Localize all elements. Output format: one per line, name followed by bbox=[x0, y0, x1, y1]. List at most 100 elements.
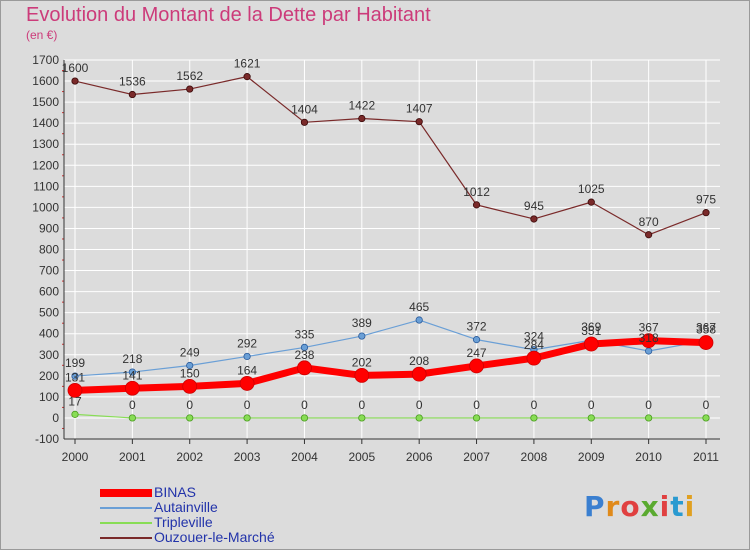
data-label-binas: 247 bbox=[467, 346, 487, 360]
legend-swatch-binas bbox=[100, 489, 152, 497]
logo-letter: P bbox=[584, 490, 606, 523]
data-point-ouzouer bbox=[128, 90, 136, 99]
data-point-ouzouer bbox=[186, 85, 194, 93]
y-tick-label: 0 bbox=[52, 411, 59, 425]
data-label-tripleville: 0 bbox=[416, 398, 423, 412]
data-label-binas: 367 bbox=[639, 321, 659, 335]
y-tick-label: 600 bbox=[39, 285, 59, 299]
x-tick-label: 2007 bbox=[463, 450, 490, 464]
data-point-tripleville bbox=[186, 414, 194, 422]
series-line-ouzouer bbox=[74, 76, 707, 236]
data-label-tripleville: 0 bbox=[703, 398, 710, 412]
y-tick-label: 400 bbox=[39, 327, 59, 341]
legend-swatch-tripleville bbox=[100, 522, 152, 524]
data-point-binas bbox=[124, 380, 140, 396]
data-label-tripleville: 0 bbox=[301, 398, 308, 412]
x-tick-label: 2002 bbox=[176, 450, 203, 464]
data-label-autainville: 372 bbox=[467, 320, 487, 334]
logo-letter: i bbox=[684, 490, 696, 523]
x-tick-label: 2010 bbox=[635, 450, 662, 464]
x-tick-label: 2004 bbox=[291, 450, 318, 464]
x-tick-label: 2011 bbox=[693, 450, 719, 464]
data-point-tripleville bbox=[530, 414, 538, 422]
data-label-binas: 131 bbox=[65, 370, 85, 384]
axes: -100010020030040050060070080090010001100… bbox=[32, 53, 720, 464]
y-tick-label: 700 bbox=[39, 264, 59, 278]
data-point-tripleville bbox=[71, 410, 79, 418]
data-point-ouzouer bbox=[702, 209, 710, 217]
data-label-ouzouer: 1012 bbox=[463, 185, 490, 199]
y-tick-label: 100 bbox=[39, 390, 59, 404]
y-tick-label: 1400 bbox=[32, 116, 59, 130]
y-tick-label: 1700 bbox=[32, 53, 59, 67]
legend-label-ouzouer: Ouzouer-le-Marché bbox=[154, 529, 275, 545]
data-label-tripleville: 0 bbox=[129, 398, 136, 412]
data-point-binas bbox=[67, 382, 83, 398]
data-point-autainville bbox=[472, 336, 481, 344]
data-label-autainville: 292 bbox=[237, 336, 257, 350]
data-point-tripleville bbox=[243, 414, 251, 422]
data-label-autainville: 335 bbox=[294, 327, 314, 341]
data-label-tripleville: 0 bbox=[186, 398, 193, 412]
data-label-tripleville: 0 bbox=[531, 398, 538, 412]
data-label-tripleville: 0 bbox=[358, 398, 365, 412]
data-label-binas: 351 bbox=[581, 324, 601, 338]
data-point-ouzouer bbox=[243, 73, 251, 81]
y-tick-label: 200 bbox=[39, 369, 59, 383]
data-point-tripleville bbox=[128, 414, 136, 422]
data-point-ouzouer bbox=[415, 118, 423, 126]
data-point-binas bbox=[583, 336, 599, 352]
x-tick-label: 2008 bbox=[521, 450, 548, 464]
data-label-autainville: 324 bbox=[524, 330, 544, 344]
data-point-binas bbox=[297, 360, 312, 376]
data-point-tripleville bbox=[300, 414, 309, 422]
data-label-binas: 208 bbox=[409, 354, 429, 368]
series-line-binas bbox=[74, 337, 707, 394]
y-tick-label: 300 bbox=[39, 348, 59, 362]
data-label-tripleville: 0 bbox=[244, 398, 251, 412]
data-label-autainville: 367 bbox=[696, 321, 716, 335]
data-point-binas bbox=[354, 368, 370, 383]
x-tick-label: 2006 bbox=[406, 450, 433, 464]
logo-letter: x bbox=[640, 490, 660, 523]
data-label-ouzouer: 1621 bbox=[234, 57, 261, 71]
data-point-ouzouer bbox=[530, 215, 538, 223]
x-tick-label: 2009 bbox=[578, 450, 605, 464]
legend-swatch-ouzouer bbox=[100, 537, 152, 539]
data-label-ouzouer: 1562 bbox=[176, 69, 203, 83]
data-label-binas: 238 bbox=[294, 348, 314, 362]
logo-letter: i bbox=[659, 490, 671, 523]
data-label-binas: 284 bbox=[524, 338, 544, 352]
x-tick-label: 2001 bbox=[119, 450, 146, 464]
legend-label-binas: BINAS bbox=[154, 484, 197, 500]
y-tick-label: 1200 bbox=[32, 158, 59, 172]
data-label-tripleville: 0 bbox=[473, 398, 480, 412]
data-point-autainville bbox=[645, 347, 653, 355]
y-tick-label: 1600 bbox=[32, 74, 59, 88]
data-point-tripleville bbox=[358, 414, 366, 422]
y-tick-label: 900 bbox=[39, 221, 59, 235]
data-label-ouzouer: 1600 bbox=[62, 61, 89, 75]
data-point-autainville bbox=[300, 343, 309, 352]
data-label-tripleville: 0 bbox=[645, 398, 652, 412]
data-label-binas: 358 bbox=[696, 323, 716, 337]
y-tick-label: 500 bbox=[39, 306, 59, 320]
data-label-ouzouer: 945 bbox=[524, 199, 544, 213]
data-point-tripleville bbox=[587, 414, 595, 422]
data-point-binas bbox=[469, 358, 484, 374]
y-tick-label: 1500 bbox=[32, 95, 59, 109]
legend-swatch-autainville bbox=[100, 507, 152, 509]
data-label-autainville: 249 bbox=[180, 346, 200, 360]
data-point-tripleville bbox=[702, 414, 710, 422]
data-point-ouzouer bbox=[358, 114, 366, 123]
data-point-binas bbox=[411, 366, 427, 382]
data-point-binas bbox=[182, 378, 198, 394]
data-point-tripleville bbox=[472, 414, 481, 422]
data-point-binas bbox=[239, 376, 255, 391]
series-line-tripleville bbox=[74, 413, 706, 419]
data-label-ouzouer: 975 bbox=[696, 193, 716, 207]
data-point-ouzouer bbox=[472, 201, 481, 209]
data-point-autainville bbox=[71, 372, 79, 380]
data-point-binas bbox=[526, 350, 542, 366]
